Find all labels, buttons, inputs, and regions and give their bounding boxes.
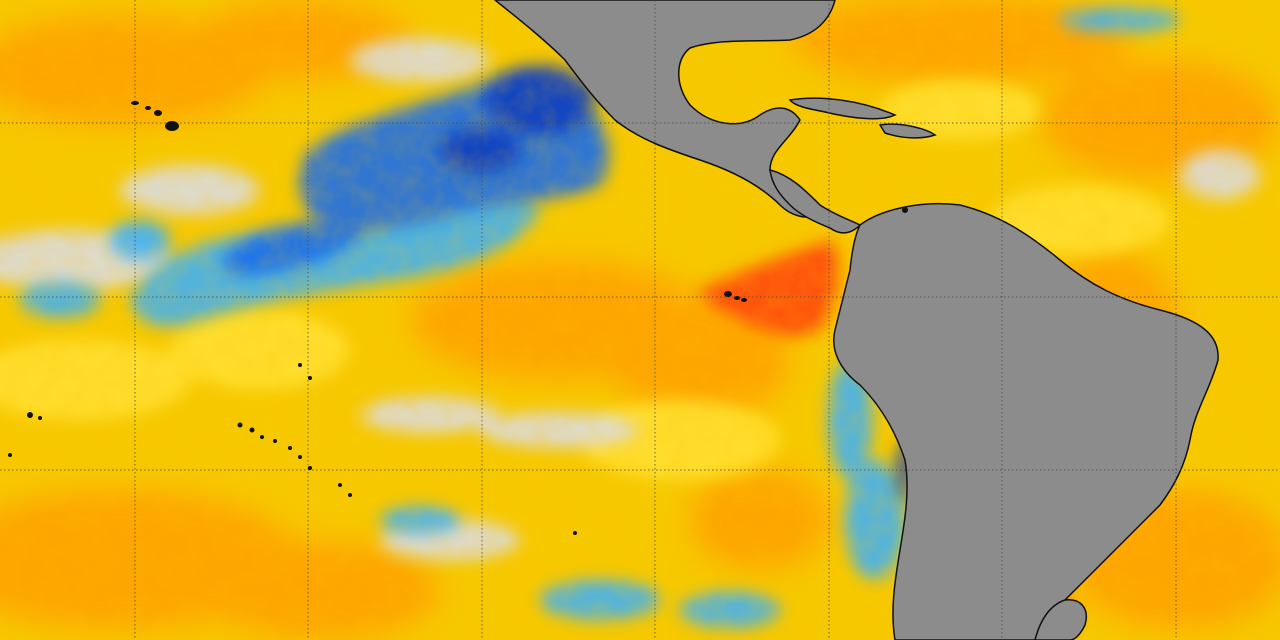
galapagos-islands [724, 291, 747, 302]
central-america [769, 169, 862, 234]
island-dots [8, 101, 908, 535]
land-layer [493, 0, 1219, 640]
south-america-southern-tip [1034, 599, 1087, 640]
hispaniola-island [878, 123, 937, 139]
south-america [833, 202, 1219, 640]
polynesian-islands [8, 207, 908, 535]
cuba-island [788, 97, 897, 120]
hawaiian-islands [131, 101, 179, 131]
